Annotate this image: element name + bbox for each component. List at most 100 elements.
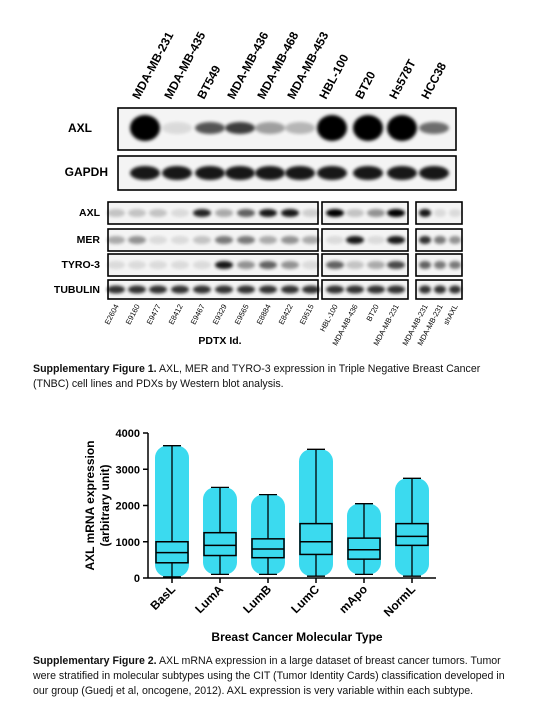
y-axis-label: AXL mRNA expression: [83, 440, 97, 570]
lane-label: HBL-100: [318, 303, 340, 333]
blot-band: [215, 209, 233, 217]
box: [203, 531, 237, 557]
blot-band: [419, 261, 431, 269]
caption: Supplementary Figure 1. AXL, MER and TYR…: [33, 362, 511, 392]
lane-label: BT549: [194, 63, 223, 102]
box: [347, 537, 381, 560]
y-tick-label: 1000: [116, 537, 140, 549]
lane-label: E9515: [298, 303, 316, 326]
blot-band: [149, 285, 167, 294]
blot-band: [281, 209, 299, 217]
blot-band: [302, 209, 320, 217]
blot-band: [285, 166, 315, 180]
blot-band: [281, 236, 299, 244]
blot-band: [326, 285, 344, 294]
blot-band: [128, 209, 146, 217]
caption-label: Supplementary Figure 2.: [33, 655, 157, 667]
blot-band: [128, 261, 146, 269]
blot-band: [259, 261, 277, 269]
blot-band: [449, 261, 461, 269]
blot-band: [107, 285, 125, 294]
x-tick-label: LumA: [192, 582, 226, 616]
x-tick-label: LumC: [288, 582, 322, 616]
lane-label: Hs578T: [386, 57, 419, 102]
lane-label: HCC38: [418, 60, 449, 102]
blot-band: [171, 261, 189, 269]
blot-band: [353, 166, 383, 180]
blot-band: [195, 122, 225, 134]
blot-band: [130, 115, 160, 141]
y-tick-label: 3000: [116, 464, 140, 476]
blot-band: [171, 236, 189, 244]
y-tick-label: 2000: [116, 501, 140, 513]
point-cloud: [347, 503, 381, 575]
row-label: AXL: [68, 121, 92, 135]
y-axis-label: (arbitrary unit): [98, 464, 112, 546]
blot-band: [149, 261, 167, 269]
blot-band: [215, 261, 233, 269]
blot-band: [353, 115, 383, 141]
blot-band: [434, 261, 446, 269]
blot-band: [419, 209, 431, 217]
lane-label: E9329: [211, 303, 229, 326]
blot-band: [419, 166, 449, 180]
blot-band: [346, 236, 364, 244]
blot-band: [215, 236, 233, 244]
blot-band: [259, 236, 277, 244]
blot-band: [255, 122, 285, 134]
x-axis-label: Breast Cancer Molecular Type: [211, 630, 383, 644]
blot-band: [326, 236, 344, 244]
blot-band: [162, 122, 192, 134]
lane-label: shAXL: [441, 303, 459, 327]
box: [299, 522, 333, 556]
lane-label: HBL-100: [316, 52, 351, 102]
blot-band: [434, 285, 446, 294]
blot-band: [367, 285, 385, 294]
blot-band: [434, 236, 446, 244]
caption-text: AXL mRNA expression in a large dataset o…: [33, 655, 505, 697]
x-tick-label: LumB: [240, 582, 274, 616]
blot-frame: [321, 253, 409, 277]
caption-text: AXL, MER and TYRO-3 expression in Triple…: [33, 363, 481, 390]
blot-band: [419, 236, 431, 244]
y-tick-label: 4000: [116, 428, 140, 440]
x-tick-label: BasL: [147, 582, 178, 613]
blot-band: [317, 166, 347, 180]
blot-band: [317, 115, 347, 141]
blot-band: [302, 236, 320, 244]
blot-band: [449, 236, 461, 244]
blot-band: [419, 285, 431, 294]
blot-band: [237, 209, 255, 217]
caption: Supplementary Figure 2. AXL mRNA express…: [33, 654, 511, 699]
blot-band: [107, 209, 125, 217]
row-label: TYRO-3: [61, 259, 100, 271]
blot-band: [281, 285, 299, 294]
blot-band: [346, 261, 364, 269]
blot-band: [193, 261, 211, 269]
lane-label: E9477: [145, 303, 163, 326]
x-tick-label: mApo: [336, 582, 370, 616]
lane-label: E8884: [255, 303, 273, 326]
blot-band: [281, 261, 299, 269]
row-label: MER: [77, 234, 101, 246]
blot-band: [237, 285, 255, 294]
blot-band: [193, 209, 211, 217]
blot-band: [237, 236, 255, 244]
blot-band: [171, 209, 189, 217]
lane-label: E9160: [124, 303, 142, 326]
blot-band: [215, 285, 233, 294]
blot-band: [107, 261, 125, 269]
blot-band: [259, 285, 277, 294]
blot-band: [387, 261, 405, 269]
blot-band: [285, 122, 315, 134]
lane-label: E2604: [103, 303, 121, 326]
lane-label: E8412: [167, 303, 185, 326]
box: [395, 522, 429, 547]
blot-band: [255, 166, 285, 180]
blot-band: [225, 122, 255, 134]
lane-label: BT20: [364, 303, 380, 323]
blot-band: [193, 285, 211, 294]
blot-band: [367, 261, 385, 269]
row-label: TUBULIN: [54, 284, 100, 296]
